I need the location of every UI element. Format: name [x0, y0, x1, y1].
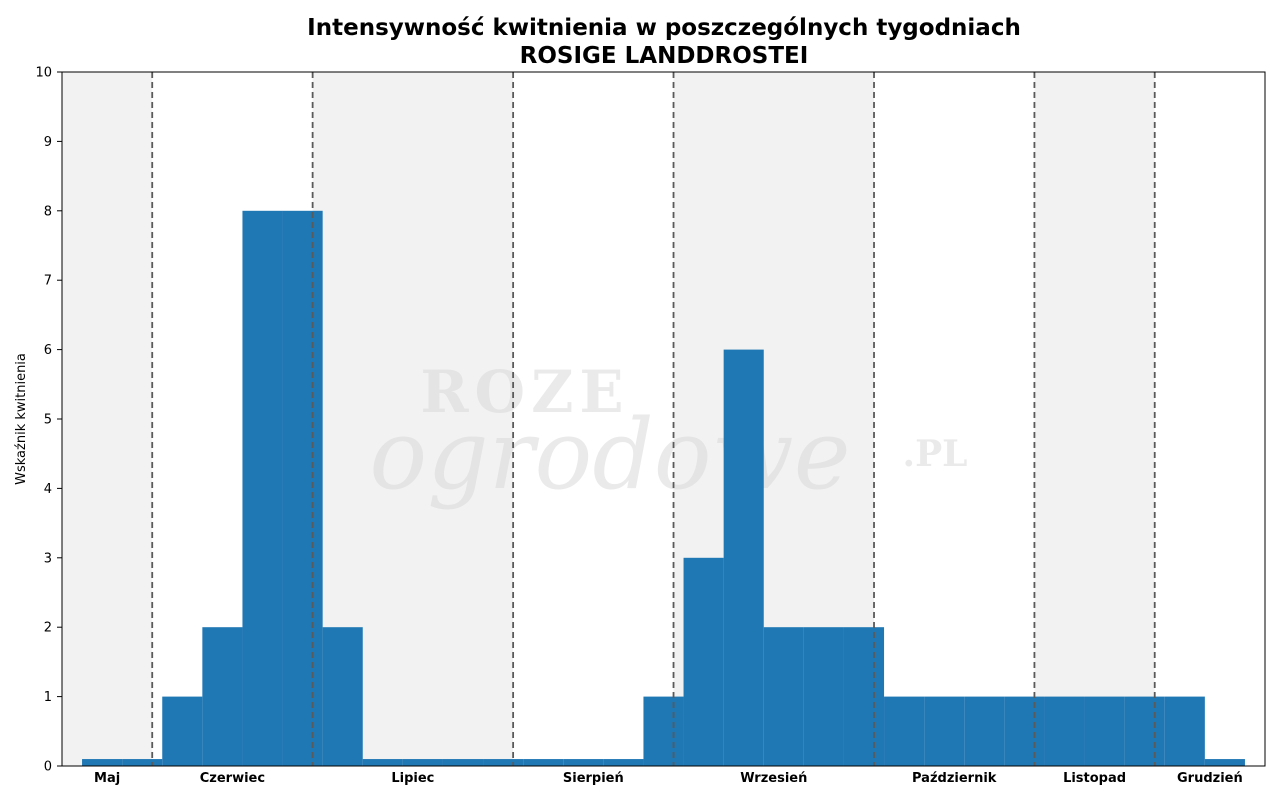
watermark: ROZE ogrodowe .PL: [369, 358, 967, 511]
bar: [242, 210, 283, 767]
bar: [964, 696, 1005, 766]
x-axis-month-labels: Maj Czerwiec Lipiec Sierpień Wrzesień Paździe…: [94, 771, 1243, 786]
bars: [82, 210, 1245, 767]
month-label: Maj: [94, 771, 120, 786]
bar: [523, 759, 564, 766]
bar: [402, 759, 443, 766]
bar: [803, 627, 844, 766]
bar: [1204, 759, 1245, 766]
bar: [1004, 696, 1045, 766]
bar: [843, 627, 885, 766]
watermark-suffix: .PL: [903, 433, 968, 475]
y-tick-label: 1: [44, 690, 52, 705]
y-tick-label: 8: [44, 204, 52, 219]
month-label: Grudzień: [1177, 771, 1243, 786]
y-axis: 0 1 2 3 4 5 6 7 8 9 10: [35, 66, 62, 775]
month-label: Listopad: [1063, 771, 1126, 786]
bar: [924, 696, 965, 766]
watermark-line2: ogrodowe: [369, 399, 850, 511]
bar: [723, 349, 764, 766]
y-tick-label: 5: [44, 413, 52, 428]
bar: [442, 759, 484, 766]
watermark-line1: ROZE: [420, 358, 629, 426]
bar: [884, 696, 925, 766]
bar: [643, 696, 684, 766]
bar: [1164, 696, 1205, 766]
bar: [322, 627, 363, 766]
bar: [763, 627, 804, 766]
bar: [282, 210, 323, 767]
month-boundaries: [151, 72, 1156, 766]
bar: [82, 759, 123, 766]
month-label: Lipiec: [391, 771, 434, 786]
bar: [162, 696, 203, 766]
bar: [122, 759, 163, 766]
bar: [202, 627, 243, 766]
bar: [483, 759, 524, 766]
month-band: [1034, 72, 1155, 766]
y-tick-label: 4: [44, 482, 52, 497]
bar: [603, 759, 644, 766]
chart-subtitle: ROSIGE LANDDROSTEI: [520, 43, 809, 69]
bar: [683, 557, 724, 766]
month-label: Sierpień: [563, 771, 624, 786]
y-tick-label: 2: [44, 621, 52, 636]
y-tick-label: 6: [44, 343, 52, 358]
month-label: Czerwiec: [200, 771, 265, 786]
bar: [1084, 696, 1125, 766]
y-tick-label: 10: [35, 66, 52, 81]
y-tick-label: 0: [44, 760, 52, 775]
y-tick-label: 9: [44, 135, 52, 150]
month-band: [62, 72, 153, 766]
month-bands: [62, 72, 1155, 766]
chart-title: Intensywność kwitnienia w poszczególnych…: [307, 15, 1021, 41]
bar: [1044, 696, 1085, 766]
bar: [362, 759, 403, 766]
y-tick-label: 3: [44, 551, 52, 566]
bar: [563, 759, 604, 766]
bar: [1124, 696, 1165, 766]
month-label: Październik: [912, 771, 997, 786]
y-tick-label: 7: [44, 274, 52, 289]
month-label: Wrzesień: [740, 771, 807, 786]
y-axis-label: Wskaźnik kwitnienia: [14, 353, 29, 485]
